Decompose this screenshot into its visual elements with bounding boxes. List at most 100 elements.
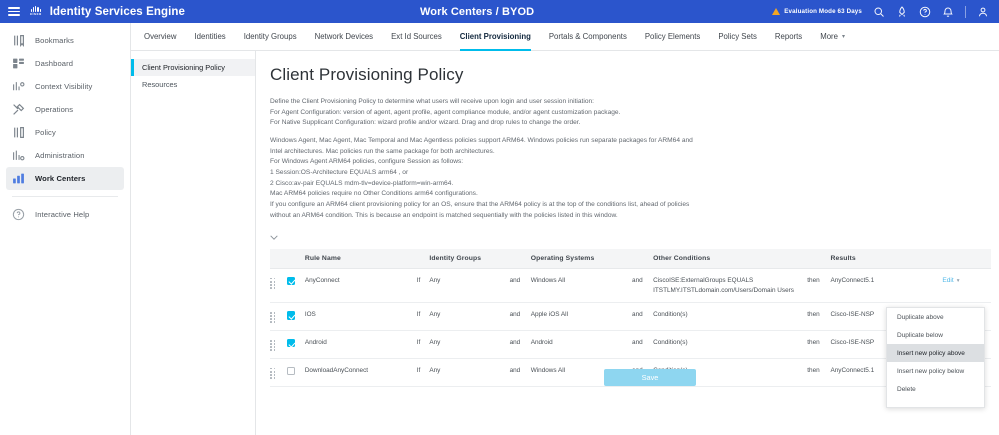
desc-line: For Agent Configuration: version of agen…: [270, 108, 621, 116]
desc-line: 1 Session:OS-Architecture EQUALS arm64 ,…: [270, 169, 409, 177]
tab-policy-sets[interactable]: Policy Sets: [709, 23, 766, 51]
cell-rule-name: AnyConnect: [304, 268, 417, 304]
rocket-icon[interactable]: [896, 5, 908, 18]
drag-handle-icon[interactable]: [270, 339, 276, 351]
desc-line: For Native Supplicant Configuration: wiz…: [270, 119, 581, 127]
desc-line: Intel architectures. Mac policies run th…: [270, 147, 495, 155]
row-drag-handle-cell: [270, 302, 287, 331]
tab-label: Policy Elements: [644, 32, 701, 41]
connector-if: If: [416, 302, 430, 331]
search-icon[interactable]: [873, 6, 885, 18]
save-button[interactable]: Save: [604, 369, 696, 386]
context-menu-item-duplicate-below[interactable]: Duplicate below: [887, 326, 984, 344]
chevron-down-icon[interactable]: [270, 235, 278, 241]
tab-overview[interactable]: Overview: [135, 23, 186, 51]
row-checkbox-cell: [286, 302, 305, 331]
sidebar-item-context-visibility[interactable]: Context Visibility: [6, 75, 124, 98]
tab-label: More: [820, 32, 838, 41]
notification-icon[interactable]: [942, 6, 954, 18]
sidebar-item-bookmarks[interactable]: Bookmarks: [6, 29, 124, 52]
sidebar-item-policy[interactable]: Policy: [6, 121, 124, 144]
subnav-item-resources[interactable]: Resources: [131, 76, 255, 93]
cell-rule-name: Android: [304, 330, 417, 359]
tab-ext-id-sources[interactable]: Ext Id Sources: [382, 23, 451, 51]
cell-identity-groups: Any: [429, 302, 510, 331]
tab-identity-groups[interactable]: Identity Groups: [235, 23, 306, 51]
connector-and: and: [509, 302, 531, 331]
chevron-down-icon: ▾: [956, 277, 960, 284]
sidebar-label: Operations: [35, 105, 74, 114]
header-and-2: [632, 249, 654, 269]
sidebar-label: Administration: [35, 151, 85, 160]
bookmarks-icon: [14, 35, 24, 47]
policy-table-wrapper: Rule Name Identity Groups Operating Syst…: [270, 249, 991, 387]
app-title: Identity Services Engine: [49, 5, 186, 18]
tab-more[interactable]: More ▾: [811, 23, 854, 51]
connector-if: If: [416, 330, 430, 359]
row-checkbox[interactable]: [286, 338, 296, 348]
table-row[interactable]: AnyConnect If Any and Windows All and Ci…: [270, 268, 991, 304]
connector-and: and: [509, 358, 531, 387]
edit-button[interactable]: Edit ▾: [942, 276, 959, 286]
tab-network-devices[interactable]: Network Devices: [306, 23, 383, 51]
desc-line: without an ARM64 condition. This is beca…: [270, 211, 618, 219]
sidebar-item-work-centers[interactable]: Work Centers: [6, 167, 124, 190]
connector-then: then: [807, 330, 831, 359]
tab-identities[interactable]: Identities: [186, 23, 235, 51]
cell-operating-systems: Apple iOS All: [530, 302, 633, 331]
tab-portals-components[interactable]: Portals & Components: [540, 23, 636, 51]
sidebar-item-dashboard[interactable]: Dashboard: [6, 52, 124, 75]
row-checkbox-cell: [286, 330, 305, 359]
table-row[interactable]: IOS If Any and Apple iOS All and Conditi…: [270, 302, 991, 331]
row-checkbox-cell: [286, 268, 305, 304]
evaluation-mode-label: Evaluation Mode 63 Days: [784, 8, 862, 15]
subnav-item-client-provisioning-policy[interactable]: Client Provisioning Policy: [131, 59, 255, 76]
drag-handle-icon[interactable]: [270, 367, 276, 379]
drag-handle-icon[interactable]: [270, 277, 276, 289]
header-rule-name: Rule Name: [304, 249, 417, 269]
row-drag-handle-cell: [270, 358, 287, 387]
context-menu-item-duplicate-above[interactable]: Duplicate above: [887, 308, 984, 326]
cell-rule-name: IOS: [304, 302, 417, 331]
header-results: Results: [830, 249, 943, 269]
context-menu-label: Insert new policy below: [897, 367, 965, 375]
cisco-wordmark: cisco: [30, 12, 42, 17]
sidebar-label: Interactive Help: [35, 210, 90, 219]
sidebar-label: Bookmarks: [35, 36, 74, 45]
cell-operating-systems: Android: [530, 330, 633, 359]
tab-policy-elements[interactable]: Policy Elements: [636, 23, 709, 51]
header-checkbox: [286, 249, 305, 269]
context-menu-item-insert-new-policy-above[interactable]: Insert new policy above: [887, 344, 984, 362]
connector-then: then: [807, 302, 831, 331]
sidebar-label: Work Centers: [35, 174, 86, 183]
tab-bar: Overview Identities Identity Groups Netw…: [131, 23, 999, 51]
desc-line: Windows Agent, Mac Agent, Mac Temporal a…: [270, 137, 693, 145]
sidebar-item-administration[interactable]: Administration: [6, 144, 124, 167]
evaluation-mode-badge[interactable]: Evaluation Mode 63 Days: [772, 8, 862, 15]
header-identity-groups: Identity Groups: [429, 249, 510, 269]
top-bar: cisco Identity Services Engine Work Cent…: [0, 0, 999, 23]
sidebar-divider: [12, 196, 118, 197]
context-menu-item-delete[interactable]: Delete: [887, 380, 984, 398]
context-menu-item-insert-new-policy-below[interactable]: Insert new policy below: [887, 362, 984, 380]
context-menu-label: Duplicate below: [897, 331, 943, 339]
help-icon[interactable]: [919, 6, 931, 18]
row-drag-handle-cell: [270, 330, 287, 359]
row-checkbox[interactable]: [286, 311, 296, 320]
row-checkbox[interactable]: [286, 366, 296, 376]
table-header-row: Rule Name Identity Groups Operating Syst…: [270, 249, 991, 269]
tab-label: Reports: [774, 32, 803, 41]
sidebar-item-interactive-help[interactable]: Interactive Help: [6, 203, 124, 226]
drag-handle-icon[interactable]: [270, 312, 276, 323]
desc-line: Mac ARM64 policies require no Other Cond…: [270, 190, 478, 198]
menu-hamburger-icon[interactable]: [8, 7, 20, 16]
dashboard-icon: [13, 58, 24, 69]
desc-line: Define the Client Provisioning Policy to…: [270, 98, 594, 105]
row-context-menu: Duplicate above Duplicate below Insert n…: [886, 307, 985, 408]
tab-client-provisioning[interactable]: Client Provisioning: [451, 23, 540, 51]
table-row[interactable]: Android If Any and Android and Condition…: [270, 330, 991, 359]
tab-reports[interactable]: Reports: [766, 23, 811, 51]
sidebar-item-operations[interactable]: Operations: [6, 98, 124, 121]
row-checkbox[interactable]: [286, 276, 296, 286]
user-icon[interactable]: [977, 6, 989, 18]
